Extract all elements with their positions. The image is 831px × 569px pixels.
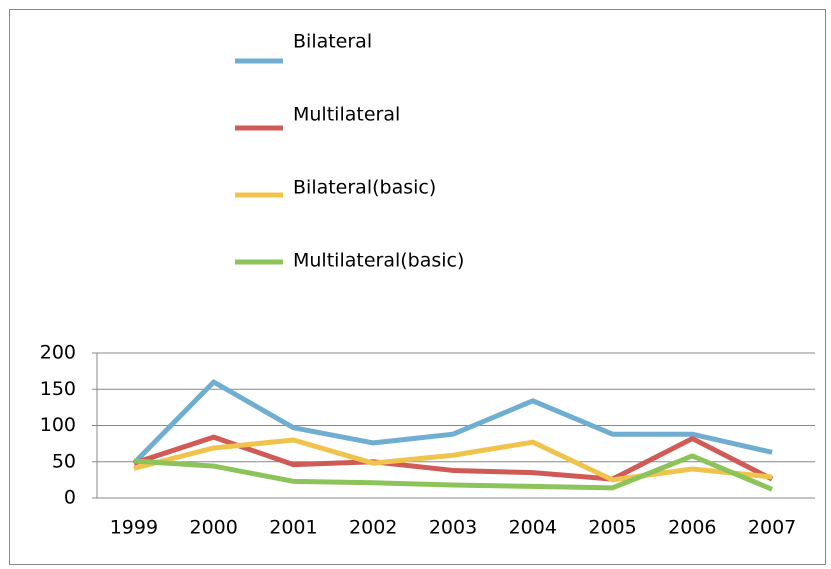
x-tick-label: 2000 bbox=[189, 517, 237, 539]
x-tick-label: 2006 bbox=[668, 517, 716, 539]
legend-label: Multilateral bbox=[293, 104, 400, 126]
x-tick-label: 1999 bbox=[110, 517, 158, 539]
y-tick-label: 200 bbox=[40, 342, 76, 364]
legend-label: Bilateral(basic) bbox=[293, 177, 436, 199]
y-tick-label: 0 bbox=[64, 487, 76, 509]
series-line bbox=[133, 453, 774, 492]
x-tick-label: 2005 bbox=[588, 517, 636, 539]
x-tick-label: 2001 bbox=[269, 517, 317, 539]
x-tick-label: 2003 bbox=[429, 517, 477, 539]
y-tick-label: 150 bbox=[40, 378, 76, 400]
legend-label: Bilateral bbox=[293, 31, 372, 53]
x-tick-label: 2004 bbox=[509, 517, 557, 539]
y-tick-label: 50 bbox=[52, 450, 76, 472]
x-tick-label: 2002 bbox=[349, 517, 397, 539]
y-tick-label: 100 bbox=[40, 414, 76, 436]
legend-label: Multilateral(basic) bbox=[293, 250, 464, 272]
series-line bbox=[132, 379, 773, 465]
series-line bbox=[133, 437, 773, 483]
x-tick-label: 2007 bbox=[748, 517, 796, 539]
chart-border bbox=[9, 9, 826, 565]
